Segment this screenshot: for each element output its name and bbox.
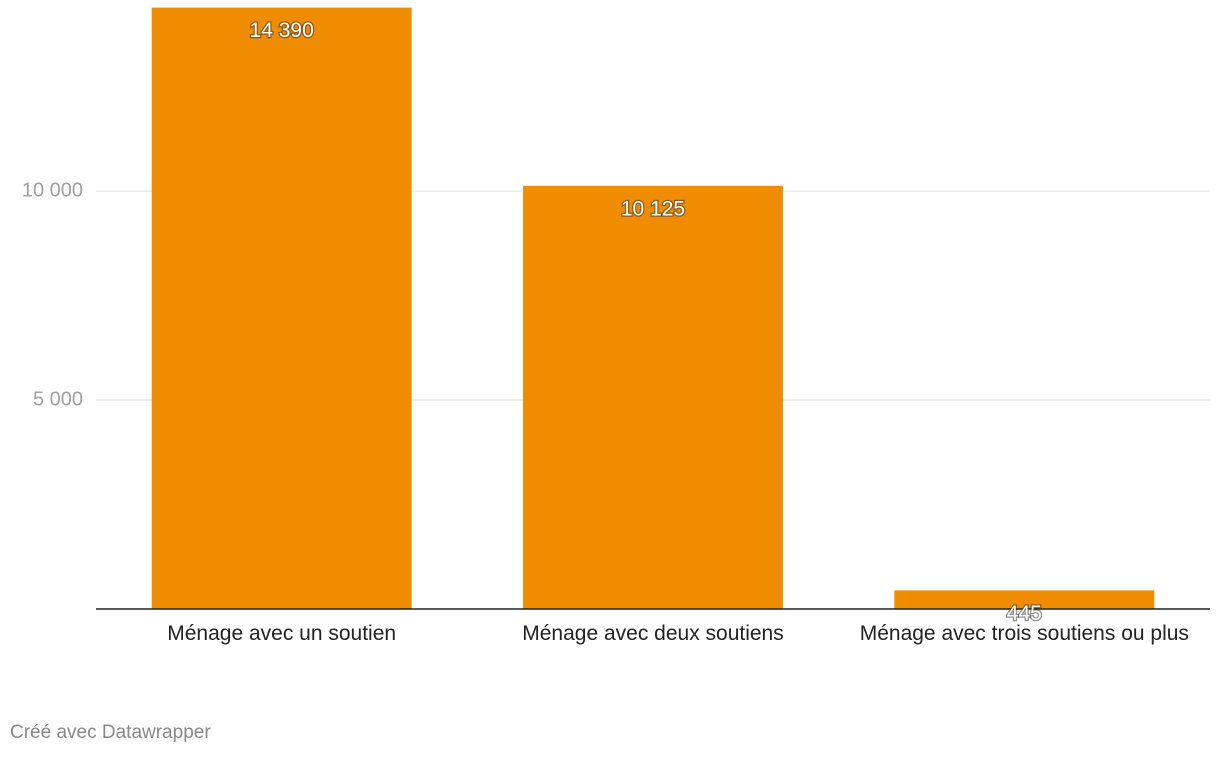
value-label: 14 390 (250, 19, 314, 42)
x-tick-label: Ménage avec deux soutiens (522, 622, 784, 645)
footer: Créé avec Datawrapper (10, 722, 211, 743)
bar (894, 590, 1155, 609)
bar (151, 7, 412, 610)
value-label: 10 125 (621, 197, 685, 220)
bar (523, 185, 783, 609)
value-label: 445 (1007, 602, 1042, 625)
y-tick-label: 10 000 (22, 179, 83, 201)
x-tick-label: Ménage avec un soutien (167, 622, 397, 645)
y-tick-label: 5 000 (33, 388, 83, 410)
x-tick-label: Ménage avec trois soutiens ou plus (859, 622, 1189, 645)
